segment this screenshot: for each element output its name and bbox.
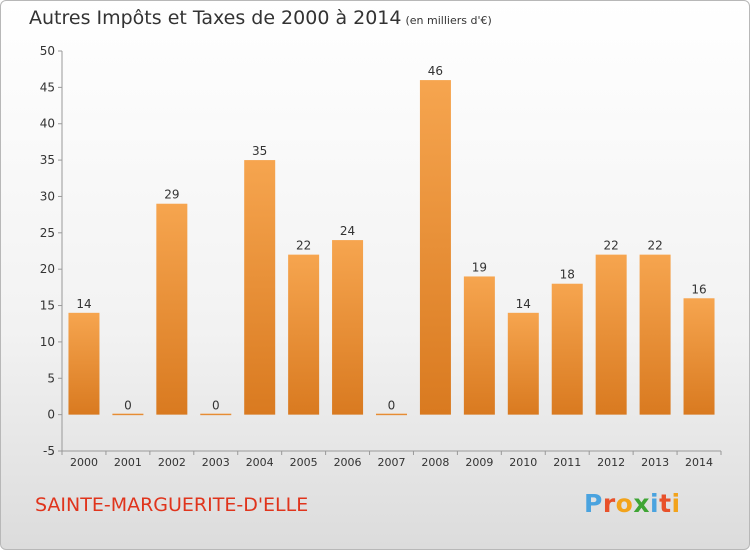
y-tick-label: 40 [40, 117, 55, 131]
x-tick-label: 2005 [290, 456, 318, 469]
bar-2000[interactable] [68, 312, 100, 415]
x-tick-label: 2004 [246, 456, 274, 469]
logo-letter: t [659, 489, 672, 518]
logo-letter: x [633, 489, 650, 518]
bar-2009[interactable] [463, 276, 495, 415]
x-tick-label: 2003 [202, 456, 230, 469]
data-label-2010: 14 [516, 297, 531, 311]
bar-2012[interactable] [595, 254, 627, 415]
y-tick-label: 35 [40, 153, 55, 167]
bar-2014[interactable] [683, 298, 715, 415]
x-tick-label: 2009 [465, 456, 493, 469]
bar-2003[interactable] [200, 413, 232, 416]
logo-letter: i [650, 489, 660, 518]
logo-letter: P [584, 489, 603, 518]
data-label-2005: 22 [296, 239, 311, 253]
x-tick-label: 2000 [70, 456, 98, 469]
data-label-2002: 29 [164, 188, 179, 202]
bar-2004[interactable] [244, 160, 276, 415]
x-tick-label: 2014 [685, 456, 713, 469]
x-tick-label: 2008 [421, 456, 449, 469]
bar-2005[interactable] [288, 254, 320, 415]
y-tick-label: 25 [40, 226, 55, 240]
bar-2011[interactable] [551, 283, 583, 415]
data-label-2003: 0 [212, 399, 220, 413]
data-label-2000: 14 [76, 297, 91, 311]
data-label-2009: 19 [472, 260, 487, 274]
y-tick-label: 0 [47, 408, 55, 422]
data-label-2011: 18 [560, 268, 575, 282]
x-tick-label: 2013 [641, 456, 669, 469]
data-label-2014: 16 [691, 282, 706, 296]
y-tick-label: 20 [40, 262, 55, 276]
y-tick-label: 5 [47, 371, 55, 385]
bar-2008[interactable] [419, 80, 451, 415]
data-label-2008: 46 [428, 64, 443, 78]
logo-letter: o [615, 489, 634, 518]
x-tick-label: 2011 [553, 456, 581, 469]
proxiti-logo[interactable]: Proxiti [584, 489, 681, 518]
data-label-2013: 22 [647, 239, 662, 253]
x-tick-label: 2010 [509, 456, 537, 469]
logo-letter: r [602, 489, 616, 518]
x-tick-label: 2007 [378, 456, 406, 469]
y-tick-label: 15 [40, 299, 55, 313]
bar-2013[interactable] [639, 254, 671, 415]
data-label-2012: 22 [604, 239, 619, 253]
y-tick-label: 30 [40, 189, 55, 203]
bar-2006[interactable] [332, 240, 364, 415]
x-tick-label: 2002 [158, 456, 186, 469]
commune-name: SAINTE-MARGUERITE-D'ELLE [35, 494, 309, 516]
logo-letter: i [671, 489, 681, 518]
chart-title: Autres Impôts et Taxes de 2000 à 2014 (en… [29, 7, 492, 29]
chart-unit: (en milliers d'€) [405, 14, 492, 27]
data-label-2007: 0 [388, 399, 396, 413]
y-tick-label: 50 [40, 44, 55, 58]
x-tick-label: 2006 [334, 456, 362, 469]
data-label-2006: 24 [340, 224, 355, 238]
bar-2010[interactable] [507, 312, 539, 415]
y-tick-label: -5 [43, 444, 55, 458]
bar-2002[interactable] [156, 203, 188, 415]
data-label-2004: 35 [252, 144, 267, 158]
bar-2007[interactable] [376, 413, 407, 416]
x-tick-label: 2012 [597, 456, 625, 469]
x-tick-label: 2001 [114, 456, 142, 469]
bar-2001[interactable] [112, 413, 144, 416]
y-tick-label: 10 [40, 335, 55, 349]
data-label-2001: 0 [124, 399, 132, 413]
y-tick-label: 45 [40, 80, 55, 94]
